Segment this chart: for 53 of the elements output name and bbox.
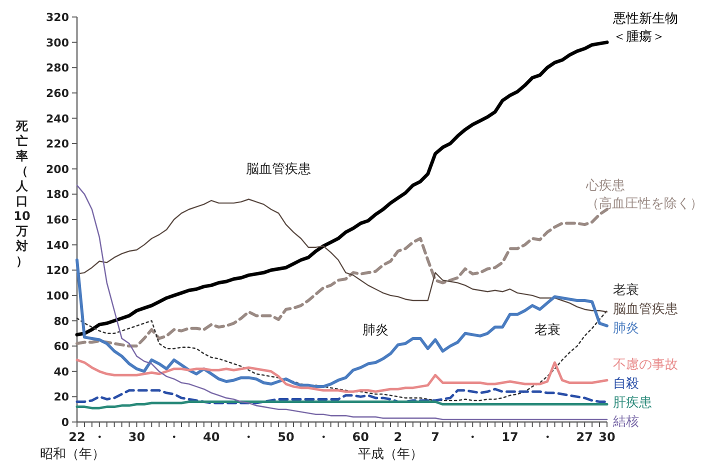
x-tick-label: 50: [278, 430, 294, 444]
y-tick-label: 140: [46, 238, 70, 252]
line-series: [76, 358, 608, 393]
x-tick-label: 22: [68, 430, 86, 444]
x-tick-label: ・: [317, 430, 330, 444]
annotation: 脳血管疾患: [246, 162, 312, 177]
series-label: 結核: [612, 414, 639, 430]
y-tick-label: 260: [46, 86, 70, 100]
x-tick-label: ・: [466, 430, 479, 444]
x-tick-label: 30: [128, 430, 146, 444]
x-tick-label: ・: [242, 430, 255, 444]
x-tick-label: ・: [168, 430, 180, 444]
y-tick-label: 100: [46, 289, 70, 302]
annotation: 肺炎: [362, 323, 389, 338]
x-tick-label: 7: [431, 430, 440, 444]
y-tick-label: 160: [46, 214, 70, 226]
series-label: 心疾患（高血圧性を除く）: [585, 177, 703, 212]
x-tick-label: 27: [576, 430, 593, 444]
x-tick-label: 40: [203, 430, 220, 444]
annotation: 老衰: [534, 322, 560, 338]
y-tick-label: 180: [46, 188, 70, 202]
y-tick-label: 320: [46, 11, 70, 24]
y-tick-label: 240: [46, 112, 70, 126]
x-tick-label: 60: [352, 430, 370, 444]
text: 死亡率（人口10万対）: [14, 119, 30, 268]
text: 平成（年）: [358, 447, 423, 462]
x-tick-label: ・: [93, 430, 106, 444]
x-tick-label: 17: [502, 430, 518, 444]
series-label: 肺炎: [613, 320, 639, 336]
series-label: 肝疾患: [613, 395, 652, 410]
series-label: 老衰: [613, 282, 639, 298]
y-tick-label: 220: [46, 138, 70, 151]
y-tick-label: 120: [46, 264, 70, 278]
y-tick-label: 40: [54, 365, 70, 378]
line-series: [76, 258, 608, 388]
y-tick-label: 80: [54, 314, 70, 328]
y-tick-label: 200: [46, 162, 70, 176]
series-label: 悪性新生物＜腫瘍＞: [612, 11, 678, 44]
y-tick-label: 20: [54, 390, 70, 404]
x-axis-title: 昭和（年）: [40, 447, 105, 462]
y-tick-label: 280: [46, 62, 70, 75]
line-series: [76, 310, 608, 402]
series-label: 不慮の事故: [613, 357, 678, 372]
line-series: [76, 388, 608, 404]
line-series: [76, 400, 608, 410]
x-tick-label: 2: [394, 430, 402, 444]
series-label: 脳血管疾患: [613, 302, 678, 317]
series-label: 自殺: [613, 376, 639, 392]
x-tick-label: 30: [598, 430, 616, 444]
y-tick-label: 60: [54, 340, 70, 354]
y-tick-label: 0: [61, 416, 70, 429]
x-tick-label: ・: [541, 430, 554, 444]
y-tick-label: 300: [46, 36, 70, 50]
